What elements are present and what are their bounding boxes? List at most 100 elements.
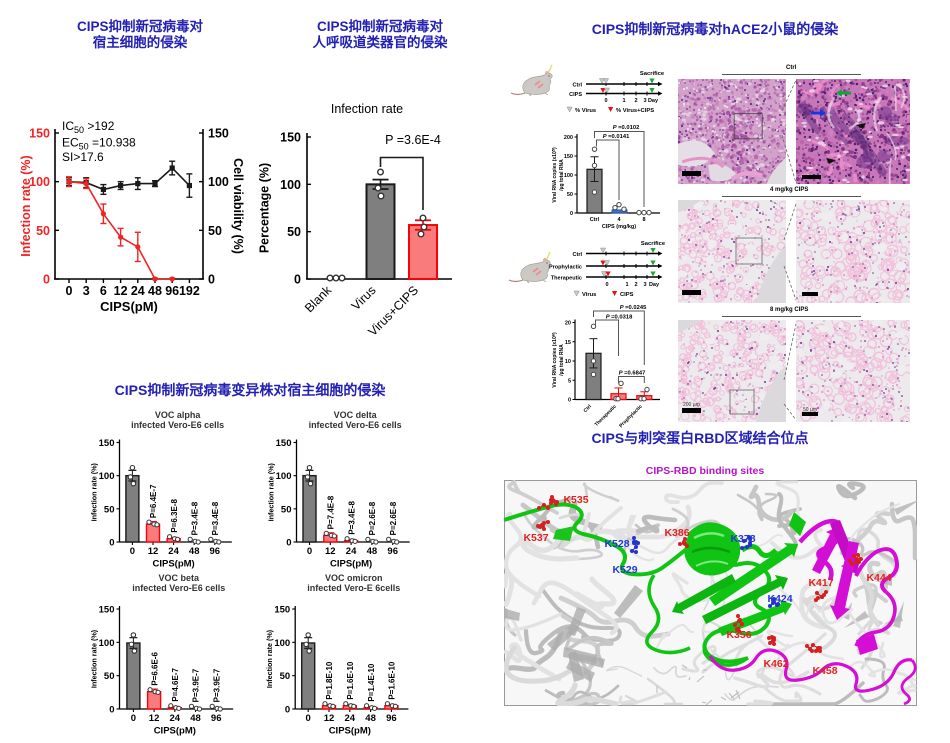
svg-text:P=6.3E-8: P=6.3E-8	[170, 499, 179, 533]
svg-text:50: 50	[104, 671, 115, 682]
svg-text:24: 24	[345, 713, 356, 724]
svg-text:2: 2	[634, 282, 637, 288]
svg-text:4: 4	[617, 217, 621, 223]
svg-text:150: 150	[208, 127, 229, 141]
svg-text:Infection rate (%): Infection rate (%)	[19, 155, 33, 256]
svg-text:100: 100	[280, 178, 301, 192]
svg-text:Cell viability (%): Cell viability (%)	[231, 158, 245, 254]
svg-text:Sacrifice: Sacrifice	[640, 71, 665, 77]
svg-text:0: 0	[294, 273, 301, 287]
svg-text:infected Vero-E6 cells: infected Vero-E6 cells	[132, 583, 225, 593]
svg-text:K386: K386	[664, 527, 689, 539]
svg-text:Virus: Virus	[582, 292, 596, 298]
svg-text:48: 48	[189, 546, 200, 557]
svg-text:P =0.0318: P =0.0318	[606, 315, 633, 321]
svg-text:K444: K444	[866, 572, 891, 584]
svg-text:Infection rate (%): Infection rate (%)	[90, 629, 99, 688]
svg-text:P=2.6E-8: P=2.6E-8	[368, 501, 377, 535]
svg-text:VOC beta: VOC beta	[159, 573, 201, 583]
svg-text:48: 48	[367, 546, 378, 557]
svg-text:P=6.6E-6: P=6.6E-6	[150, 652, 159, 686]
svg-text:P=6.4E-7: P=6.4E-7	[149, 484, 158, 518]
svg-text:K378: K378	[730, 533, 755, 545]
svg-text:P=3.4E-8: P=3.4E-8	[211, 501, 220, 535]
svg-text:96: 96	[165, 284, 179, 298]
svg-text:K528: K528	[604, 538, 629, 550]
svg-text:96: 96	[211, 713, 222, 724]
svg-text:Infection rate: Infection rate	[331, 102, 403, 116]
svg-text:192: 192	[179, 284, 200, 298]
svg-text:12: 12	[148, 546, 159, 557]
svg-text:3: 3	[83, 284, 90, 298]
svg-text:% Virus+CIPS: % Virus+CIPS	[616, 108, 654, 114]
svg-text:0: 0	[130, 546, 135, 557]
svg-text:12: 12	[149, 713, 160, 724]
svg-text:0: 0	[208, 273, 215, 287]
svg-text:96: 96	[386, 713, 397, 724]
svg-text:24: 24	[168, 546, 179, 557]
svg-text:0: 0	[286, 538, 291, 549]
svg-text:Day: Day	[649, 282, 660, 288]
svg-text:100: 100	[99, 471, 115, 482]
svg-text:Infection rate (%): Infection rate (%)	[267, 462, 276, 521]
svg-text:K535: K535	[563, 494, 588, 506]
svg-text:Blank: Blank	[302, 283, 335, 316]
svg-text:CIPS: CIPS	[620, 292, 634, 298]
svg-text:CIPS(pM): CIPS(pM)	[100, 299, 158, 314]
svg-text:K356: K356	[726, 629, 751, 641]
svg-text:P=1.8E-10: P=1.8E-10	[325, 661, 334, 700]
svg-text:VOC omicron: VOC omicron	[325, 573, 383, 583]
svg-text:0: 0	[306, 713, 311, 724]
svg-text:100: 100	[99, 638, 115, 649]
svg-text:Infection rate (%): Infection rate (%)	[90, 462, 99, 521]
svg-text:Infection rate (%): Infection rate (%)	[265, 629, 274, 688]
svg-text:P =0.0245: P =0.0245	[620, 305, 647, 311]
svg-text:3: 3	[643, 98, 646, 104]
svg-text:24: 24	[170, 713, 181, 724]
svg-text:P=4.6E-7: P=4.6E-7	[171, 668, 180, 702]
svg-text:infected Vero-E 6cells: infected Vero-E 6cells	[307, 583, 400, 593]
svg-text:24: 24	[346, 546, 357, 557]
svg-text:Day: Day	[648, 98, 659, 104]
svg-text:0: 0	[43, 273, 50, 287]
svg-text:50: 50	[281, 504, 292, 515]
svg-text:48: 48	[148, 284, 162, 298]
svg-text:3: 3	[643, 282, 646, 288]
svg-text:0: 0	[131, 713, 136, 724]
svg-text:8: 8	[642, 217, 645, 223]
svg-text:P=1.6E-10: P=1.6E-10	[388, 661, 397, 700]
svg-text:P=3.4E-8: P=3.4E-8	[347, 501, 356, 535]
svg-text:CIPS (mg/kg): CIPS (mg/kg)	[602, 224, 636, 230]
svg-text:Viral RNA copies (x106): Viral RNA copies (x106)	[551, 332, 559, 388]
svg-text:10: 10	[565, 359, 571, 365]
svg-text:Percentage (%): Percentage (%)	[258, 163, 272, 253]
svg-text:IC50 >192: IC50 >192	[62, 119, 115, 135]
svg-text:12: 12	[324, 713, 335, 724]
svg-text:Ctrl: Ctrl	[573, 252, 583, 258]
svg-text:200: 200	[564, 135, 573, 141]
svg-text:100: 100	[29, 175, 50, 189]
svg-text:100: 100	[276, 471, 292, 482]
svg-text:50: 50	[567, 192, 573, 198]
svg-text:50 µm: 50 µm	[803, 407, 817, 413]
svg-text:P=3.9E-7: P=3.9E-7	[212, 668, 221, 702]
svg-text:infected Vero-E6 cells: infected Vero-E6 cells	[131, 420, 224, 430]
svg-text:48: 48	[190, 713, 201, 724]
svg-text:0: 0	[66, 284, 73, 298]
svg-text:1: 1	[622, 98, 625, 104]
svg-text:0: 0	[604, 98, 607, 104]
svg-text:24: 24	[131, 284, 145, 298]
svg-text:P=1.4E-10: P=1.4E-10	[367, 663, 376, 702]
svg-text:96: 96	[387, 546, 398, 557]
svg-text:K462: K462	[763, 658, 788, 670]
svg-text:50: 50	[208, 224, 222, 238]
svg-text:CIPS(pM): CIPS(pM)	[154, 726, 196, 737]
svg-text:CIPS(pM): CIPS(pM)	[152, 559, 194, 570]
svg-text:CIPS: CIPS	[569, 92, 582, 98]
svg-text:Therapeutic: Therapeutic	[594, 404, 618, 428]
svg-text:P=3.4E-8: P=3.4E-8	[190, 501, 199, 535]
svg-text:Therapeutic: Therapeutic	[551, 276, 582, 282]
svg-text:Viral RNA copies (x105): Viral RNA copies (x105)	[551, 147, 559, 203]
svg-text:VOC delta: VOC delta	[334, 410, 378, 420]
svg-text:2: 2	[634, 98, 637, 104]
